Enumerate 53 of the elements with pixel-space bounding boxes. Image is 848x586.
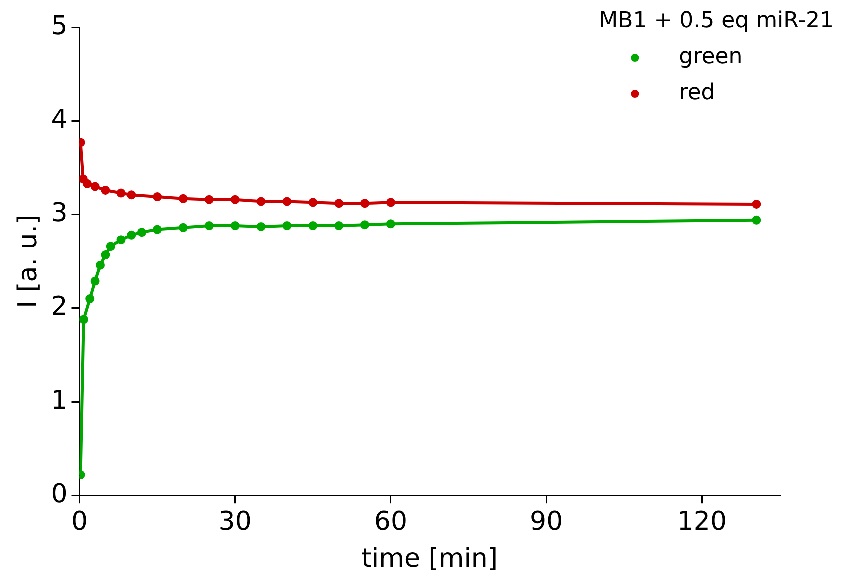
y-tick-label: 1 bbox=[51, 386, 68, 416]
point bbox=[116, 236, 126, 245]
x-tick-label: 90 bbox=[530, 506, 564, 537]
y-tick-label: 2 bbox=[51, 292, 68, 322]
point bbox=[127, 190, 136, 200]
point bbox=[752, 200, 762, 210]
point bbox=[230, 195, 240, 204]
point bbox=[752, 216, 762, 225]
point bbox=[80, 174, 88, 184]
point bbox=[153, 225, 162, 234]
point bbox=[101, 250, 110, 260]
y-tick-label: 4 bbox=[51, 104, 68, 135]
point bbox=[308, 222, 318, 231]
x-axis-title: time [min] bbox=[362, 544, 498, 574]
y-tick-label: 0 bbox=[51, 479, 68, 510]
point bbox=[204, 195, 214, 204]
point bbox=[386, 198, 396, 208]
legend-label: green bbox=[679, 44, 743, 70]
x-tick-label: 60 bbox=[374, 506, 408, 537]
point bbox=[90, 182, 100, 192]
point bbox=[116, 188, 126, 198]
point bbox=[178, 223, 188, 232]
legend-title: MB1 + 0.5 eq miR-21 bbox=[599, 8, 834, 34]
point bbox=[308, 198, 318, 208]
x-tick-label: 0 bbox=[71, 506, 88, 537]
legend-label: red bbox=[679, 80, 716, 106]
point bbox=[230, 222, 240, 231]
point bbox=[360, 220, 370, 230]
y-tick-label: 3 bbox=[51, 198, 68, 229]
y-tick-label: 5 bbox=[51, 11, 68, 42]
point bbox=[96, 260, 105, 270]
point bbox=[90, 276, 100, 286]
point bbox=[80, 315, 88, 324]
point bbox=[256, 222, 266, 232]
point bbox=[386, 220, 396, 229]
point bbox=[106, 242, 116, 252]
point bbox=[86, 294, 95, 304]
point bbox=[334, 222, 344, 231]
point bbox=[178, 194, 188, 204]
point bbox=[282, 222, 292, 231]
point bbox=[83, 179, 92, 188]
point bbox=[204, 222, 214, 231]
point bbox=[360, 199, 370, 208]
point bbox=[137, 228, 146, 238]
x-tick-label: 30 bbox=[218, 506, 252, 537]
point bbox=[256, 197, 266, 206]
point bbox=[127, 230, 136, 240]
point bbox=[282, 197, 292, 206]
x-tick-label: 120 bbox=[677, 506, 728, 537]
point bbox=[101, 186, 110, 195]
point bbox=[334, 199, 344, 208]
y-axis-title: I [a. u.] bbox=[13, 214, 44, 308]
point bbox=[153, 192, 162, 202]
